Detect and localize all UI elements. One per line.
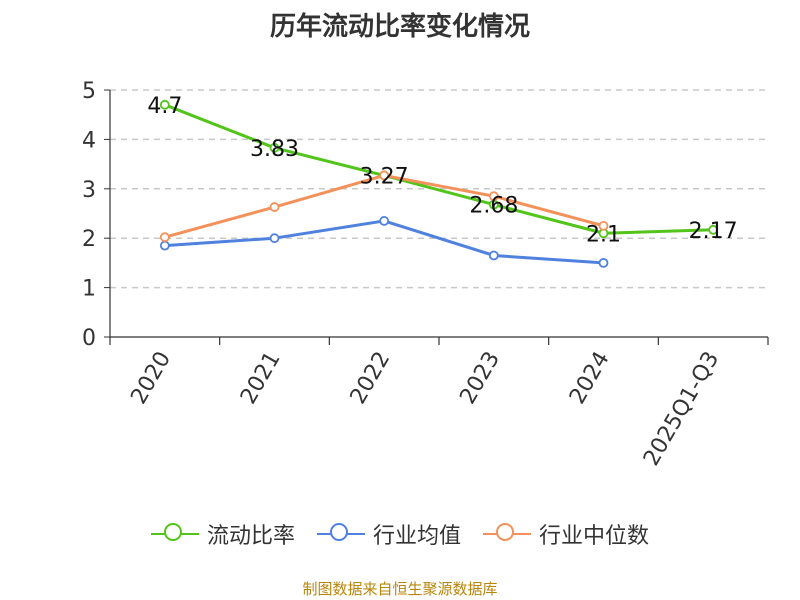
data-point [708,224,719,235]
data-point [159,99,170,110]
data-label: 3.27 [360,164,409,189]
data-point [159,232,170,243]
legend-label: 行业均值 [372,524,461,549]
data-label: 2.17 [689,219,738,244]
legend-dot [163,523,182,541]
data-point [379,170,390,181]
series-group [159,99,719,268]
legend: 流动比率 行业均值 行业中位数 [0,518,800,550]
legend-item-industry-median[interactable]: 行业中位数 [483,518,649,550]
y-tick-label: 4 [82,128,96,153]
x-tick-label: 2022 [346,348,396,409]
y-tick-label: 0 [82,326,96,351]
legend-dot [329,523,348,541]
data-point [269,142,280,153]
source-note: 制图数据来自恒生聚源数据库 [302,580,498,598]
data-point [488,191,499,202]
legend-item-industry-mean[interactable]: 行业均值 [316,518,461,550]
series-line-0 [164,103,714,235]
data-point [598,257,609,268]
x-tick-label: 2024 [565,348,615,409]
legend-swatch-industry-mean [316,522,365,546]
x-tick-label: 2020 [126,348,176,409]
axes: 0 1 2 3 4 5 2020 2021 2022 2023 2024 2025Q1-Q3 [82,79,769,471]
data-label: 3.83 [250,137,299,162]
x-tick-label: 2025Q1-Q3 [639,348,724,471]
y-tick-label: 1 [82,277,96,302]
legend-item-current-ratio[interactable]: 流动比率 [150,518,295,550]
data-point [269,202,280,212]
data-labels: 4.7 3.83 3.27 2.68 2.1 2.17 [147,94,737,247]
data-point [488,250,499,261]
legend-swatch-industry-median [483,522,531,546]
data-point [269,233,280,244]
data-label: 2.68 [469,194,518,219]
x-tick-label: 2023 [455,348,505,409]
x-tick-label: 2021 [236,348,286,409]
y-tick-label: 2 [82,227,96,252]
data-label: 2.1 [586,222,621,247]
legend-dot [496,523,514,541]
legend-label: 流动比率 [206,524,295,549]
data-point [598,220,609,231]
y-tick-label: 3 [82,178,96,203]
data-point [159,240,170,251]
data-point [379,216,390,226]
legend-swatch-current-ratio [150,522,199,546]
series-line-1 [164,219,604,265]
y-tick-label: 5 [82,79,96,104]
chart-title: 历年流动比率变化情况 [269,12,530,42]
data-label: 4.7 [147,94,182,119]
legend-label: 行业中位数 [539,524,650,549]
